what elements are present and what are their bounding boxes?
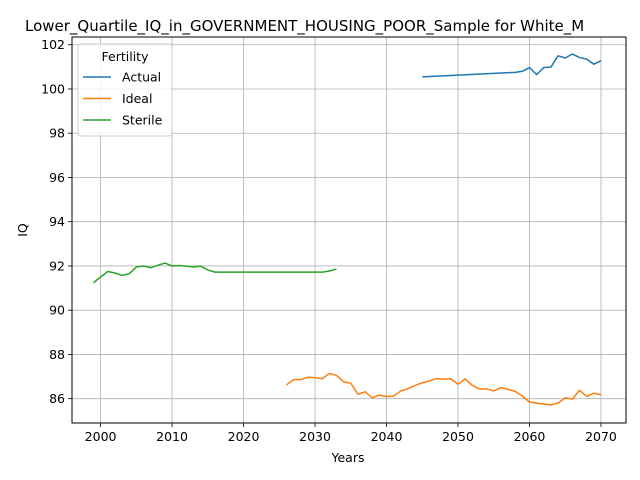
y-axis: 86 88 90 92 94 96 98 100 102	[41, 37, 72, 406]
y-tick-label: 88	[49, 347, 65, 362]
x-tick-label: 2010	[156, 429, 188, 444]
y-tick-label: 94	[49, 214, 65, 229]
y-tick-label: 100	[41, 81, 65, 96]
grid-lines	[72, 37, 626, 423]
y-tick-label: 102	[41, 37, 65, 52]
y-tick-label: 98	[49, 126, 65, 141]
legend-label-sterile: Sterile	[122, 113, 163, 128]
series-line-ideal	[286, 372, 602, 406]
x-tick-label: 2070	[585, 429, 617, 444]
y-tick-label: 90	[49, 303, 65, 318]
x-tick-label: 2000	[85, 429, 117, 444]
series-line-actual	[422, 53, 602, 78]
x-axis-label: Years	[331, 450, 365, 465]
y-tick-label: 92	[49, 258, 65, 273]
y-axis-label: IQ	[15, 223, 30, 237]
series-line-sterile	[92, 262, 337, 284]
plot-series	[92, 53, 602, 406]
legend-title: Fertility	[102, 49, 150, 64]
plot-frame	[71, 36, 627, 424]
x-axis: 2000 2010 2020 2030 2040 2050 2060 2070	[85, 423, 617, 444]
legend-box	[77, 43, 173, 137]
x-tick-label: 2030	[299, 429, 331, 444]
y-tick-label: 86	[49, 391, 65, 406]
y-tick-label: 96	[49, 170, 65, 185]
x-tick-label: 2040	[371, 429, 403, 444]
x-tick-label: 2050	[442, 429, 474, 444]
legend-label-ideal: Ideal	[122, 91, 152, 106]
legend: Fertility Actual Ideal Sterile	[77, 43, 173, 137]
x-tick-label: 2020	[228, 429, 260, 444]
x-tick-label: 2060	[514, 429, 546, 444]
legend-label-actual: Actual	[122, 70, 161, 85]
chart-title: Lower_Quartile_IQ_in_GOVERNMENT_HOUSING_…	[25, 17, 584, 36]
